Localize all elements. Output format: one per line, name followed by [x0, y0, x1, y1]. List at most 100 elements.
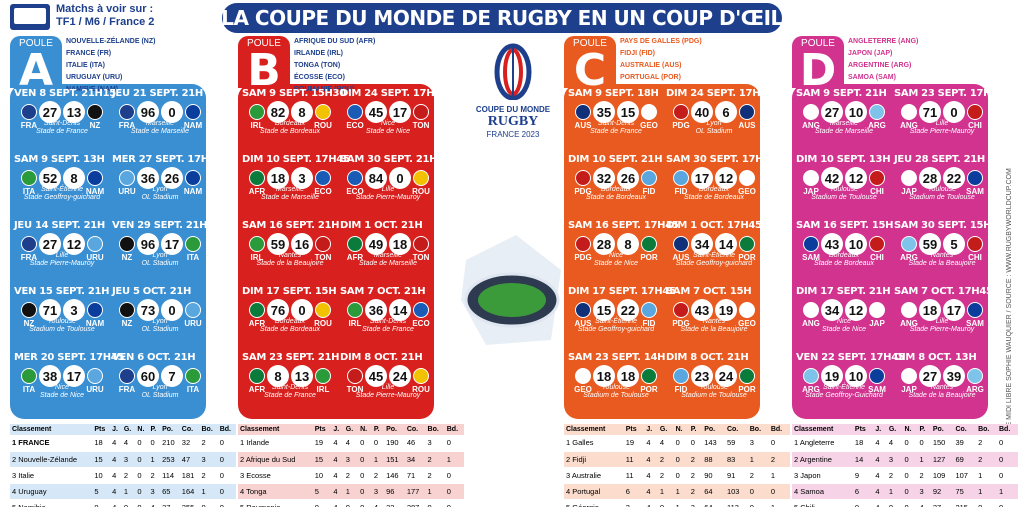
- match-card[interactable]: DIM 10 SEPT. 21H 32 26 PDG FID Bordeaux Stade …: [568, 154, 664, 216]
- match-card[interactable]: MER 27 SEPT. 17H45 36 26 URU NAM Lyon OL Stadi…: [112, 154, 222, 216]
- eco-flag-icon: [413, 302, 429, 318]
- ton-flag-icon: [315, 236, 331, 252]
- table-cell: 0: [343, 499, 359, 507]
- match-venue: Nantes Stade de la Beaujoire: [908, 384, 976, 399]
- away-code: CHI: [870, 253, 884, 262]
- team-codes: ARG SAM: [796, 385, 892, 394]
- match-card[interactable]: DIM 10 SEPT. 17H45 18 3 AFR ECO Marseille Stad…: [242, 154, 350, 216]
- table-cell: 18: [852, 435, 874, 452]
- match-venue: Toulouse Stadium de Toulouse: [681, 384, 747, 399]
- match-card[interactable]: VEN 15 SEPT. 21H 71 3 NZ NAM Toulouse Stadium …: [14, 286, 110, 348]
- match-card[interactable]: DIM 8 OCT. 21H 23 24 FID POR Toulouse Stadium …: [666, 352, 762, 414]
- away-code: TON: [314, 253, 332, 262]
- match-card[interactable]: SAM 23 SEPT. 14H 18 18 GEO POR Toulouse Stadiu…: [568, 352, 666, 414]
- match-card[interactable]: SAM 9 SEPT. 18H 35 15 AUS GEO Saint-Denis Stad…: [568, 88, 664, 150]
- table-cell: 4: [644, 467, 658, 484]
- match-card[interactable]: DIM 1 OCT. 21H 49 18 AFR TON Marseille Stade d…: [340, 220, 436, 282]
- match-card[interactable]: VEN 22 SEPT. 17H45 19 10 ARG SAM Saint-Étienn…: [796, 352, 905, 414]
- table-cell: 1: [917, 451, 931, 468]
- match-card[interactable]: DIM 8 OCT. 21H 45 24 TON ROU Lille Stade Pierr…: [340, 352, 436, 414]
- match-card[interactable]: SAM 23 SEPT. 21H 8 13 AFR IRL Saint-Denis Stad…: [242, 352, 340, 414]
- match-card[interactable]: SAM 16 SEPT. 17H45 28 8 PDG POR Nice Stade de …: [568, 220, 679, 282]
- table-row: 3 Ecosse 10 4 2 0 2 146 71 2 0: [238, 467, 464, 484]
- table-header: Classement: [564, 424, 624, 435]
- table-row: 1 Galles 19 4 4 0 0 143 59 3 0: [564, 435, 790, 452]
- table-cell: 1 FRANCE: [10, 435, 93, 452]
- home-code: NZ: [23, 319, 35, 328]
- match-date: VEN 6 OCT. 21H: [112, 352, 196, 363]
- home-code: ANG: [802, 319, 820, 328]
- team-legend-item: JAPON (JAP): [848, 50, 893, 57]
- match-card[interactable]: SAM 9 SEPT. 21H 27 10 ANG ARG Marseille Stade …: [796, 88, 892, 150]
- away-code: SAM: [966, 187, 984, 196]
- logo-line1: COUPE DU MONDE: [475, 105, 551, 114]
- table-cell: 1: [371, 451, 385, 468]
- match-card[interactable]: JEU 5 OCT. 21H 73 0 NZ URU Lyon OL Stadium: [112, 286, 208, 348]
- table-cell: 3: [343, 451, 359, 468]
- table-cell: 3 Italie: [10, 467, 93, 484]
- match-card[interactable]: SAM 23 SEPT. 17H45 71 0 ANG CHI Lille Stade Pi…: [894, 88, 1005, 150]
- table-cell: 2: [425, 451, 445, 468]
- match-date: DIM 8 OCT. 13H: [894, 352, 977, 363]
- match-card[interactable]: SAM 7 OCT. 17H45 18 17 ANG SAM Lille Stade Pie…: [894, 286, 993, 348]
- match-card[interactable]: SAM 9 SEPT. 15H30 82 8 IRL ROU Bordeaux Stade …: [242, 88, 346, 150]
- match-card[interactable]: JEU 14 SEPT. 21H 27 12 FRA URU Lille Stade Pie…: [14, 220, 110, 282]
- table-cell: 1: [425, 483, 445, 500]
- match-card[interactable]: DIM 17 SEPT. 17H45 15 22 AUS FID Saint-Étienn…: [568, 286, 676, 348]
- match-card[interactable]: SAM 7 OCT. 15H 43 19 PDG GEO Nantes Stade de l…: [666, 286, 762, 348]
- match-card[interactable]: JEU 28 SEPT. 21H 28 22 JAP SAM Toulouse Stadiu…: [894, 154, 990, 216]
- table-cell: 0: [358, 483, 372, 500]
- match-card[interactable]: SAM 16 SEPT. 15H 43 10 SAM CHI Bordeaux Stade …: [796, 220, 894, 282]
- match-date: DIM 8 OCT. 21H: [340, 352, 423, 363]
- table-cell: 4: [121, 435, 136, 452]
- match-venue: Marseille Stade de Marseille: [359, 252, 417, 267]
- table-cell: 255: [179, 499, 200, 507]
- team-codes: AFR IRL: [242, 385, 338, 394]
- eco-flag-icon: [347, 104, 363, 120]
- match-card[interactable]: DIM 24 SEPT. 17H45 45 17 ECO TON Nice Stade de…: [340, 88, 448, 150]
- pool-label: POULE: [801, 38, 835, 49]
- match-card[interactable]: DIM 8 OCT. 13H 27 39 JAP ARG Nantes Stade de l…: [894, 352, 990, 414]
- match-card[interactable]: VEN 29 SEPT. 21H 96 17 NZ ITA Lyon OL Stadium: [112, 220, 208, 282]
- table-cell: 65: [160, 483, 180, 500]
- pool-A-teams: NOUVELLE-ZÉLANDE (NZ) FRANCE (FR) ITALIE (…: [66, 36, 208, 96]
- match-date: SAM 16 SEPT. 15H: [796, 220, 894, 231]
- match-card[interactable]: MER 20 SEPT. 17H45 38 17 ITA URU Nice Stade de…: [14, 352, 124, 414]
- nam-flag-icon: [87, 302, 103, 318]
- match-venue: Lille Stade Pierre-Mauroy: [29, 252, 95, 267]
- home-code: PDG: [574, 187, 592, 196]
- match-card[interactable]: SAM 16 SEPT. 21H 59 16 IRL TON Nantes Stade de…: [242, 220, 340, 282]
- match-card[interactable]: DIM 1 OCT. 17H45 34 14 AUS POR Saint-Étienne S…: [666, 220, 762, 282]
- match-score-row: 32 26: [568, 167, 664, 189]
- match-card[interactable]: VEN 6 OCT. 21H 60 7 FRA ITA Lyon OL Stadium: [112, 352, 208, 414]
- score-away: 39: [943, 365, 965, 387]
- table-cell: 91: [724, 467, 748, 484]
- home-code: ANG: [900, 319, 918, 328]
- fra-flag-icon: [119, 104, 135, 120]
- match-card[interactable]: DIM 24 SEPT. 17H45 40 6 PDG AUS Lyon OL Stadiu…: [666, 88, 774, 150]
- table-cell: 71: [404, 467, 426, 484]
- table-cell: 2: [976, 451, 997, 468]
- match-card[interactable]: DIM 10 SEPT. 13H 42 12 JAP CHI Toulouse Stadiu…: [796, 154, 892, 216]
- pool-C-header: POULE C: [564, 36, 616, 93]
- home-code: FRA: [118, 385, 136, 394]
- table-cell: 0: [92, 499, 111, 507]
- match-card[interactable]: SAM 9 SEPT. 13H 52 8 ITA NAM Saint-Étienne Sta…: [14, 154, 110, 216]
- match-card[interactable]: DIM 17 SEPT. 15H 76 0 AFR ROU Bordeaux Stade d…: [242, 286, 338, 348]
- afr-flag-icon: [249, 170, 265, 186]
- match-card[interactable]: DIM 17 SEPT. 21H 34 12 ANG JAP Nice Stade de N…: [796, 286, 892, 348]
- table-cell: 0: [217, 483, 236, 500]
- match-card[interactable]: SAM 30 SEPT. 15H 59 5 ARG CHI Nantes Stade de …: [894, 220, 992, 282]
- match-score-row: 27 10: [796, 101, 892, 123]
- match-card[interactable]: JEU 21 SEPT. 21H 96 0 FRA NAM Marseille Stade …: [112, 88, 208, 150]
- home-code: PDG: [574, 253, 592, 262]
- match-card[interactable]: SAM 7 OCT. 21H 36 14 IRL ECO Saint-Denis Stade…: [340, 286, 436, 348]
- match-score-row: 43 19: [666, 299, 762, 321]
- table-cell: 0: [444, 483, 464, 500]
- table-cell: 1: [976, 483, 997, 500]
- match-card[interactable]: SAM 30 SEPT. 17H45 17 12 FID GEO Bordeaux Stad…: [666, 154, 777, 216]
- logo-line3: FRANCE 2023: [486, 130, 540, 139]
- table-cell: 75: [953, 483, 977, 500]
- match-card[interactable]: VEN 8 SEPT. 21H15 27 13 FRA NZ Saint-Denis Sta…: [14, 88, 116, 150]
- match-card[interactable]: SAM 30 SEPT. 21H 84 0 ECO ROU Lille Stade Pier…: [340, 154, 438, 216]
